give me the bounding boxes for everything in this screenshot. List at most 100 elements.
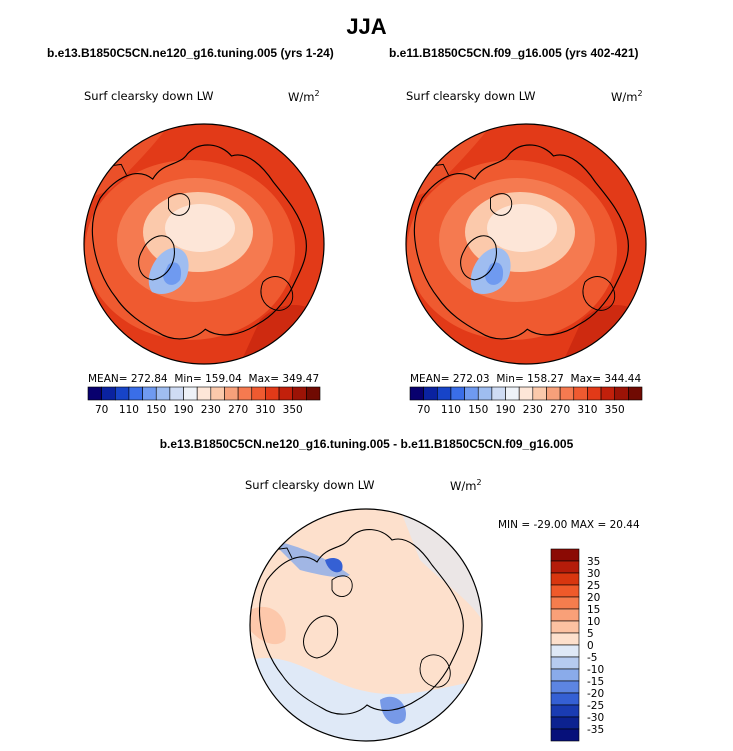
left-colorbar-color-box xyxy=(210,386,225,401)
left-panel-units: W/m2 xyxy=(288,89,320,104)
difference-map-boundary xyxy=(249,508,483,742)
difference-colorbar-tick-label: 10 xyxy=(587,616,600,628)
left-colorbar-tick-label: 270 xyxy=(228,404,248,416)
right-map xyxy=(406,124,646,364)
right-colorbar-color-box xyxy=(464,386,479,401)
right-colorbar-color-box xyxy=(559,386,575,401)
left-colorbar-color-box xyxy=(128,386,143,401)
right-colorbar-color-box xyxy=(436,386,452,401)
left-panel-variable-label: Surf clearsky down LW xyxy=(84,89,214,103)
right-colorbar-color-box xyxy=(409,386,424,401)
difference-colorbar-tick-label: 0 xyxy=(587,640,594,652)
right-colorbar-color-box xyxy=(628,386,643,401)
left-colorbar-color-box xyxy=(87,386,102,401)
difference-colorbar-color-box xyxy=(550,620,580,634)
right-colorbar-tick-label: 70 xyxy=(417,404,430,416)
right-colorbar-color-box xyxy=(423,386,438,401)
left-colorbar-tick-label: 70 xyxy=(95,404,108,416)
difference-colorbar-color-box xyxy=(550,704,580,718)
left-colorbar-color-box xyxy=(224,386,239,401)
difference-colorbar-tick-label: 15 xyxy=(587,604,600,616)
left-map xyxy=(84,124,324,364)
right-panel-variable-label: Surf clearsky down LW xyxy=(406,89,536,103)
right-colorbar-color-box xyxy=(491,386,506,401)
difference-colorbar-color-box xyxy=(550,596,580,610)
difference-colorbar-tick-label: -25 xyxy=(587,700,604,712)
left-colorbar-color-box xyxy=(306,386,321,401)
right-map-boundary xyxy=(405,123,647,365)
right-colorbar-color-box xyxy=(518,386,534,401)
right-colorbar-tick-label: 110 xyxy=(441,404,461,416)
difference-colorbar-color-box xyxy=(550,716,580,730)
difference-colorbar-tick-label: -10 xyxy=(587,664,604,676)
difference-colorbar-color-box xyxy=(550,728,580,742)
right-colorbar: 70 110 150 190 230 270 310 350 xyxy=(409,386,643,416)
difference-colorbar-tick-label: -35 xyxy=(587,724,604,736)
left-colorbar-tick-label: 310 xyxy=(255,404,275,416)
right-panel-stats: MEAN= 272.03 Min= 158.27 Max= 344.44 xyxy=(410,373,642,385)
left-colorbar-tick-label: 230 xyxy=(201,404,221,416)
right-colorbar-color-box xyxy=(614,386,629,401)
difference-colorbar-tick-label: -15 xyxy=(587,676,604,688)
right-colorbar-color-box xyxy=(477,386,493,401)
difference-colorbar-color-box xyxy=(550,548,580,562)
right-colorbar-tick-label: 310 xyxy=(577,404,597,416)
right-colorbar-color-box xyxy=(600,386,616,401)
difference-colorbar-tick-label: 30 xyxy=(587,568,600,580)
left-panel-stats: MEAN= 272.84 Min= 159.04 Max= 349.47 xyxy=(88,373,320,385)
left-colorbar-color-box xyxy=(265,386,280,401)
difference-colorbar-color-box xyxy=(550,572,580,586)
right-colorbar-color-box xyxy=(532,386,547,401)
right-colorbar-color-box xyxy=(587,386,602,401)
left-colorbar-color-box xyxy=(169,386,184,401)
right-colorbar-tick-label: 350 xyxy=(605,404,625,416)
difference-variable-label: Surf clearsky down LW xyxy=(245,478,375,492)
left-colorbar-color-box xyxy=(142,386,157,401)
difference-title: b.e13.B1850C5CN.ne120_g16.tuning.005 - b… xyxy=(159,437,574,451)
left-map-boundary xyxy=(83,123,325,365)
difference-colorbar-tick-label: 25 xyxy=(587,580,600,592)
difference-colorbar-tick-label: -20 xyxy=(587,688,604,700)
difference-colorbar-tick-label: 20 xyxy=(587,592,600,604)
difference-colorbar-color-box xyxy=(550,608,580,622)
difference-colorbar-color-box xyxy=(550,584,580,598)
difference-colorbar-tick-label: -30 xyxy=(587,712,604,724)
difference-stats: MIN = -29.00 MAX = 20.44 xyxy=(498,519,640,531)
difference-colorbar-color-box xyxy=(550,668,580,682)
left-colorbar-color-box xyxy=(251,386,266,401)
difference-colorbar-color-box xyxy=(550,680,580,694)
difference-colorbar-tick-label: -5 xyxy=(587,652,597,664)
left-colorbar-color-box xyxy=(114,386,130,401)
right-colorbar-tick-label: 230 xyxy=(523,404,543,416)
difference-colorbar-tick-label: 35 xyxy=(587,556,600,568)
difference-map xyxy=(250,509,482,741)
difference-colorbar-color-box xyxy=(550,560,580,574)
left-colorbar-color-box xyxy=(101,386,116,401)
left-colorbar-tick-label: 350 xyxy=(283,404,303,416)
left-colorbar-tick-label: 110 xyxy=(119,404,139,416)
left-colorbar-tick-label: 150 xyxy=(146,404,166,416)
left-colorbar-color-box xyxy=(292,386,307,401)
difference-colorbar-tick-label: 5 xyxy=(587,628,594,640)
left-colorbar: 70 110 150 190 230 270 310 350 xyxy=(87,386,321,416)
right-colorbar-color-box xyxy=(573,386,588,401)
left-colorbar-color-box xyxy=(183,386,198,401)
right-panel-case-title: b.e11.B1850C5CN.f09_g16.005 (yrs 402-421… xyxy=(389,46,639,60)
difference-units: W/m2 xyxy=(450,478,482,493)
right-colorbar-tick-label: 190 xyxy=(496,404,516,416)
left-colorbar-tick-label: 190 xyxy=(174,404,194,416)
left-colorbar-color-box xyxy=(196,386,212,401)
right-colorbar-color-box xyxy=(546,386,561,401)
difference-colorbar-color-box xyxy=(550,692,580,706)
right-colorbar-color-box xyxy=(505,386,520,401)
difference-colorbar-color-box xyxy=(550,644,580,658)
left-colorbar-color-box xyxy=(155,386,171,401)
left-colorbar-color-box xyxy=(278,386,294,401)
difference-colorbar-color-box xyxy=(550,632,580,646)
difference-colorbar-color-box xyxy=(550,656,580,670)
figure-title: JJA xyxy=(346,14,387,39)
left-panel-case-title: b.e13.B1850C5CN.ne120_g16.tuning.005 (yr… xyxy=(47,46,334,60)
right-colorbar-tick-label: 270 xyxy=(550,404,570,416)
